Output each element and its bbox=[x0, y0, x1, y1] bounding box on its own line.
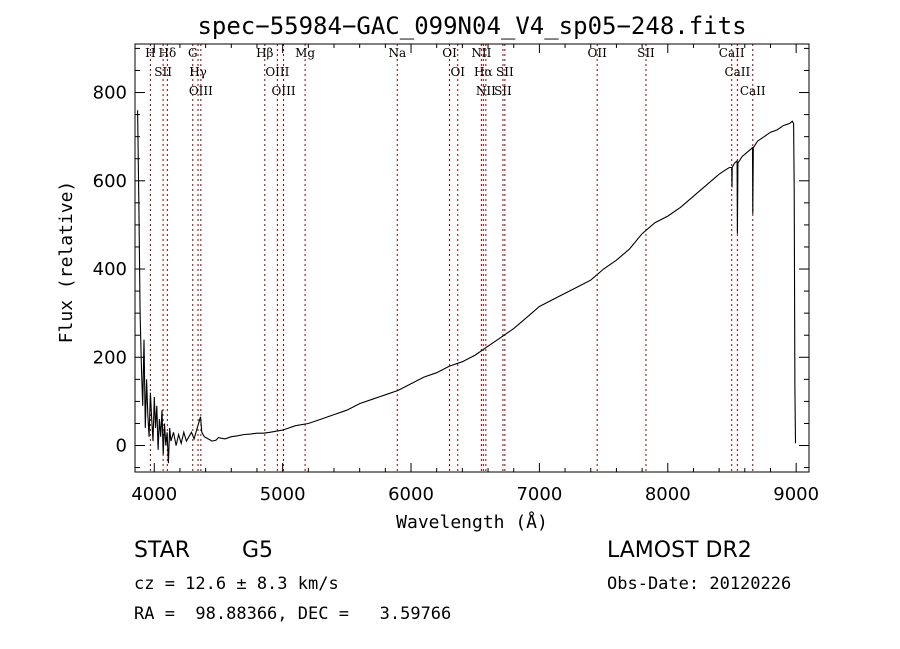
y-tick-label: 0 bbox=[116, 436, 127, 457]
x-tick-label: 9000 bbox=[773, 484, 819, 505]
line-marker-label: OIII bbox=[265, 65, 289, 79]
line-marker-label: Hγ bbox=[189, 65, 207, 79]
line-marker-label: SII bbox=[494, 84, 512, 98]
plot-frame bbox=[134, 43, 810, 473]
object-class: STAR bbox=[134, 538, 191, 563]
line-marker-label: Mg bbox=[295, 46, 315, 60]
x-tick-label: 8000 bbox=[645, 484, 691, 505]
line-marker-label: OII bbox=[588, 46, 608, 60]
line-marker-label: H bbox=[145, 46, 155, 60]
observation-date: Obs-Date: 20120226 bbox=[607, 574, 792, 594]
x-tick-label: 4000 bbox=[131, 484, 177, 505]
axis-ticks: 4000 5000 6000 7000 8000 9000 0 200 400 600 800 bbox=[93, 44, 819, 505]
object-subclass: G5 bbox=[242, 538, 274, 563]
spectrum-line bbox=[137, 110, 797, 464]
line-marker-label: CaII bbox=[740, 84, 766, 98]
y-tick-label: 800 bbox=[93, 83, 127, 104]
line-marker-label: Hδ bbox=[159, 46, 177, 60]
line-marker-label: NII bbox=[471, 46, 491, 60]
y-tick-label: 600 bbox=[93, 171, 127, 192]
x-tick-label: 5000 bbox=[260, 484, 306, 505]
line-marker-label: Hβ bbox=[256, 46, 273, 60]
line-marker-label: CaII bbox=[719, 46, 745, 60]
x-tick-label: 7000 bbox=[516, 484, 562, 505]
survey-name: LAMOST DR2 bbox=[607, 538, 752, 563]
chart-title: spec−55984−GAC_099N04_V4_sp05−248.fits bbox=[197, 12, 746, 40]
line-marker-label: SII bbox=[154, 65, 172, 79]
x-tick-label: 6000 bbox=[388, 484, 434, 505]
y-tick-label: 200 bbox=[93, 347, 127, 368]
line-marker-label: G bbox=[188, 46, 198, 60]
y-axis-label: Flux (relative) bbox=[56, 181, 77, 344]
line-marker-label: Hα bbox=[474, 65, 493, 79]
y-tick-label: 400 bbox=[93, 259, 127, 280]
line-marker-label: SII bbox=[496, 65, 514, 79]
line-marker-label: OI bbox=[450, 65, 465, 79]
ra-dec: RA = 98.88366, DEC = 3.59766 bbox=[134, 604, 452, 624]
line-marker-label: OIII bbox=[272, 84, 296, 98]
line-marker-label: Na bbox=[388, 46, 406, 60]
line-marker-label: OIII bbox=[189, 84, 213, 98]
line-marker-label: CaII bbox=[724, 65, 750, 79]
line-marker-label: SII bbox=[637, 46, 655, 60]
line-marker-label: OI bbox=[442, 46, 457, 60]
line-marker-label: NII bbox=[476, 84, 496, 98]
redshift-cz: cz = 12.6 ± 8.3 km/s bbox=[134, 574, 339, 594]
x-axis-label: Wavelength (Å) bbox=[396, 511, 548, 533]
